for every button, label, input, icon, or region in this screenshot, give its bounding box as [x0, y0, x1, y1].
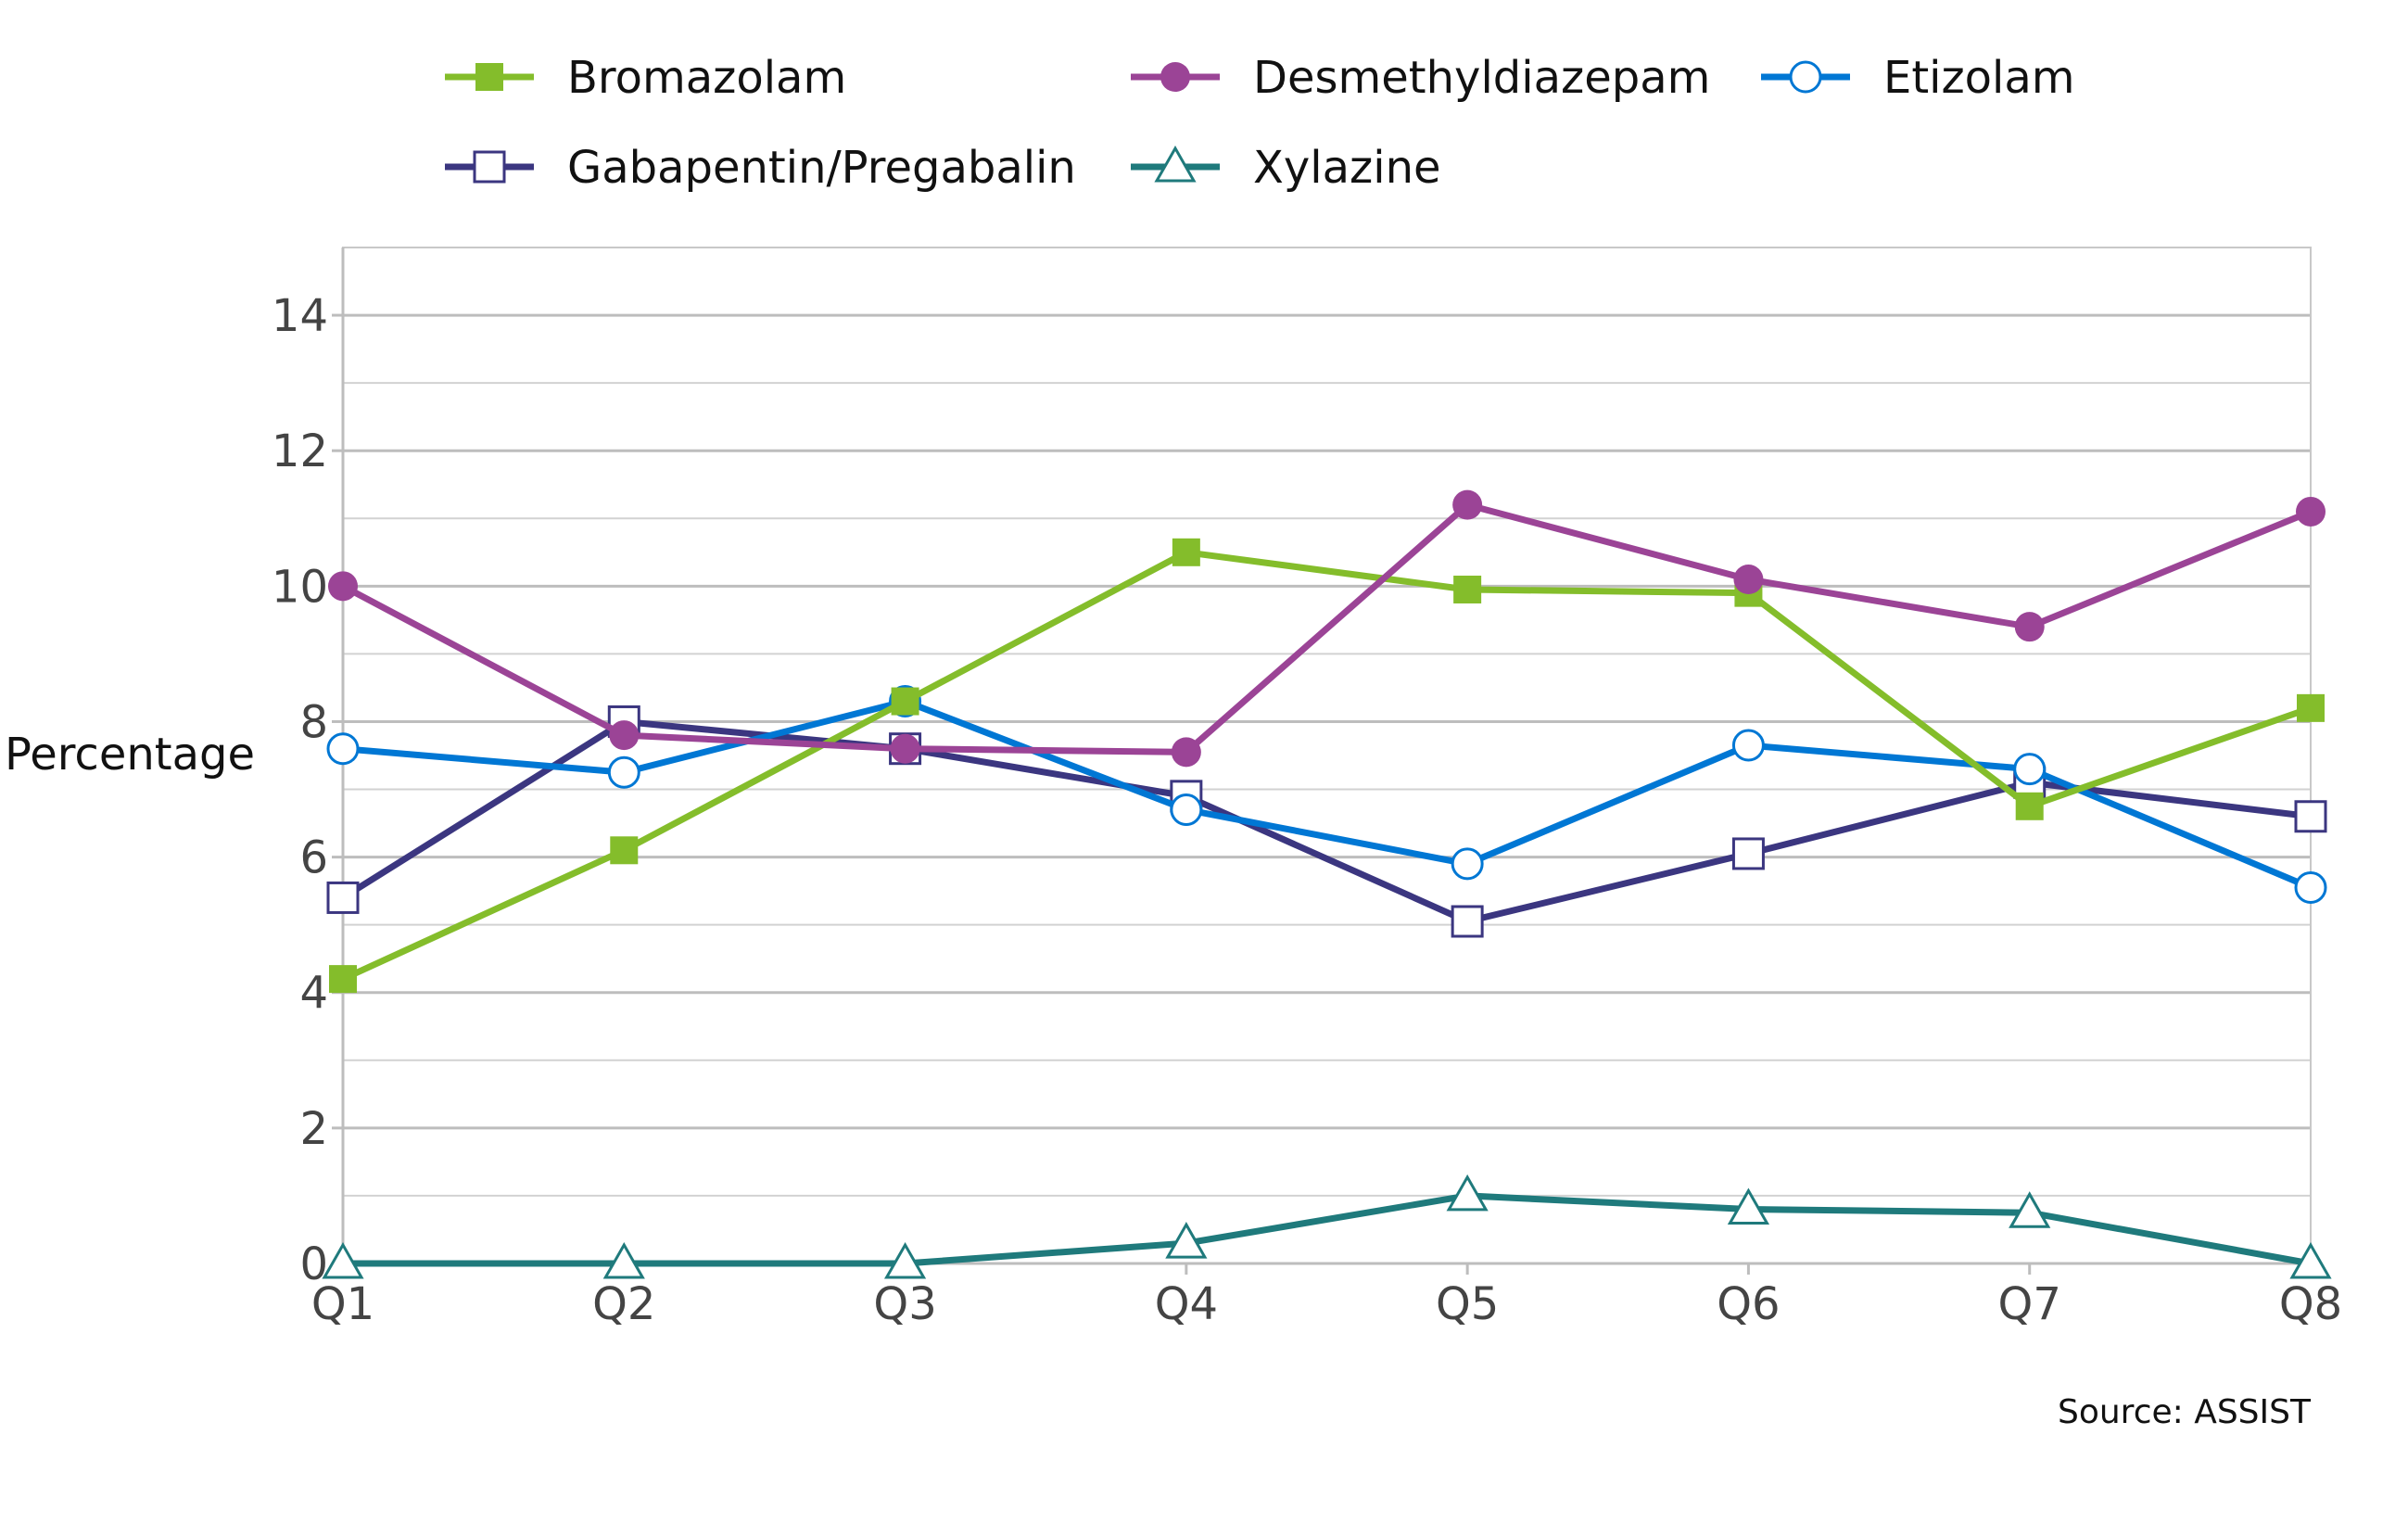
data-point-etizolam	[326, 732, 360, 766]
legend-label: Bromazolam	[567, 52, 846, 104]
legend-label: Desmethyldiazepam	[1253, 52, 1710, 104]
x-tick-label: Q1	[311, 1278, 374, 1330]
x-tick-label: Q7	[1998, 1278, 2061, 1330]
y-tick-label: 12	[272, 425, 328, 477]
series-xylazine	[322, 1174, 2332, 1279]
legend-item-gabapentin-pregabalin: Gabapentin/Pregabalin	[445, 142, 1076, 194]
series-line-gabapentin-pregabalin	[341, 717, 2312, 925]
legend-item-etizolam: Etizolam	[1761, 52, 2075, 104]
legend-item-bromazolam: Bromazolam	[445, 52, 846, 104]
data-point-etizolam	[1731, 729, 1765, 762]
data-point-etizolam	[1451, 847, 1484, 881]
y-tick-label: 0	[299, 1238, 328, 1290]
data-point-bromazolam	[1453, 575, 1482, 603]
data-point-desmethyldiazepam	[2014, 612, 2045, 642]
y-tick-label: 14	[272, 290, 328, 342]
x-tick-label: Q8	[2279, 1278, 2342, 1330]
data-point-xylazine	[1165, 1222, 1208, 1259]
data-point-bromazolam	[329, 965, 357, 994]
series-gabapentin-pregabalin	[326, 705, 2327, 938]
data-point-gabapentin-pregabalin	[1451, 905, 1484, 938]
x-tick-label: Q6	[1717, 1278, 1780, 1330]
data-point-gabapentin-pregabalin	[1731, 837, 1765, 870]
data-point-etizolam	[2013, 753, 2047, 786]
series-line-desmethyldiazepam	[341, 501, 2313, 755]
legend-marker	[473, 150, 506, 184]
data-point-bromazolam	[610, 836, 639, 865]
source-note: Source: ASSIST	[2058, 1393, 2312, 1431]
series-layer	[322, 489, 2332, 1279]
data-point-xylazine	[883, 1241, 927, 1279]
legend-label: Etizolam	[1883, 52, 2075, 104]
data-point-desmethyldiazepam	[2296, 496, 2326, 527]
legend-label: Gabapentin/Pregabalin	[567, 142, 1076, 194]
data-point-desmethyldiazepam	[1452, 489, 1483, 520]
legend-item-xylazine: Xylazine	[1131, 142, 1441, 194]
legend-marker	[1160, 62, 1190, 92]
legend-label: Xylazine	[1253, 142, 1441, 194]
x-tick-label: Q5	[1436, 1278, 1499, 1330]
data-point-xylazine	[2289, 1241, 2332, 1279]
data-point-bromazolam	[891, 687, 919, 716]
data-point-desmethyldiazepam	[1733, 565, 1764, 595]
legend-marker	[1789, 60, 1822, 94]
data-point-xylazine	[2009, 1191, 2051, 1228]
x-tick-label: Q3	[873, 1278, 936, 1330]
data-point-bromazolam	[1172, 538, 1200, 566]
data-point-etizolam	[1170, 793, 1203, 826]
y-tick-label: 4	[299, 968, 328, 1020]
axis-layer: 0 2 4 6 8 10 12 14 Q1 Q2 Q3 Q4 Q5 Q6 Q7 Q8	[272, 247, 2342, 1330]
plot-frame	[342, 247, 2312, 1264]
data-point-desmethyldiazepam	[609, 720, 640, 751]
data-point-desmethyldiazepam	[328, 571, 358, 602]
data-point-bromazolam	[2015, 792, 2044, 820]
data-point-xylazine	[602, 1241, 645, 1279]
data-point-xylazine	[322, 1241, 364, 1279]
grid-layer	[343, 313, 2311, 1197]
y-tick-label: 10	[272, 561, 328, 613]
data-point-desmethyldiazepam	[890, 733, 920, 764]
x-tick-label: Q4	[1155, 1278, 1218, 1330]
x-tick-label: Q2	[592, 1278, 655, 1330]
y-tick-label: 2	[299, 1103, 328, 1155]
data-point-xylazine	[1727, 1187, 1770, 1225]
y-tick-label: 6	[299, 832, 328, 884]
data-point-bromazolam	[2297, 693, 2325, 722]
y-axis-label: Percentage	[5, 729, 255, 781]
legend-item-desmethyldiazepam: Desmethyldiazepam	[1131, 52, 1710, 104]
data-point-xylazine	[1446, 1174, 1489, 1212]
data-point-etizolam	[607, 755, 640, 789]
series-desmethyldiazepam	[328, 489, 2326, 768]
series-line-etizolam	[342, 698, 2313, 891]
data-point-gabapentin-pregabalin	[2294, 800, 2327, 833]
data-point-desmethyldiazepam	[1171, 737, 1201, 768]
series-line-xylazine	[343, 1192, 2312, 1267]
series-bromazolam	[329, 538, 2325, 994]
data-point-etizolam	[2294, 870, 2327, 904]
legend-marker	[475, 63, 503, 91]
legend-marker	[1154, 145, 1197, 183]
series-line-bromazolam	[341, 549, 2313, 983]
y-tick-label: 8	[299, 696, 328, 748]
legend: Bromazolam Desmethyldiazepam Etizolam Gabap…	[445, 52, 2075, 194]
data-point-gabapentin-pregabalin	[326, 881, 360, 914]
